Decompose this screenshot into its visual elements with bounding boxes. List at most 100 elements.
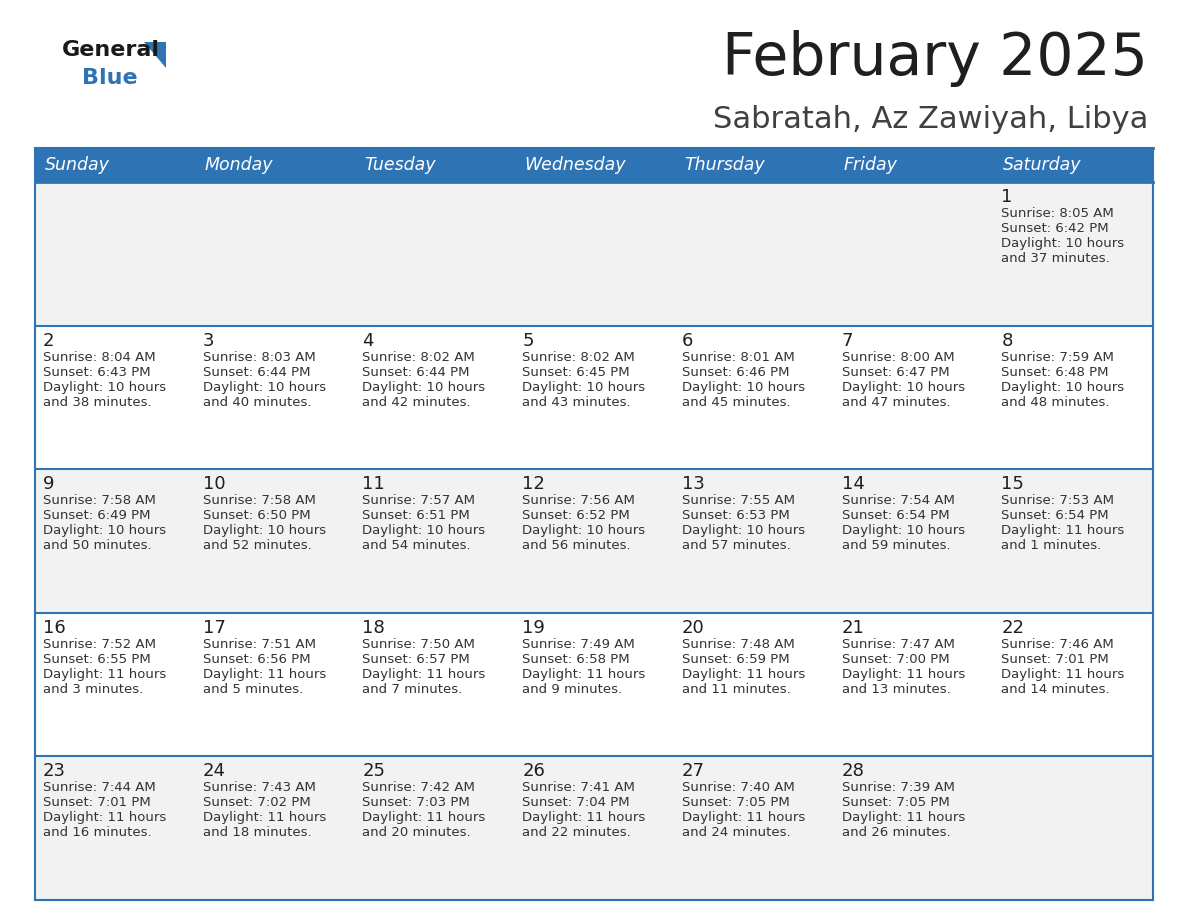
- Text: Sunset: 6:58 PM: Sunset: 6:58 PM: [523, 653, 630, 666]
- Text: and 54 minutes.: and 54 minutes.: [362, 539, 472, 553]
- Bar: [34, 148, 1154, 900]
- Text: Daylight: 10 hours: Daylight: 10 hours: [523, 524, 645, 537]
- Text: and 45 minutes.: and 45 minutes.: [682, 396, 790, 409]
- Bar: [993, 148, 1154, 182]
- Bar: [34, 148, 195, 182]
- Text: Sunset: 7:01 PM: Sunset: 7:01 PM: [43, 797, 151, 810]
- Text: Daylight: 11 hours: Daylight: 11 hours: [203, 812, 326, 824]
- Text: Monday: Monday: [204, 156, 273, 174]
- Text: Sunrise: 7:41 AM: Sunrise: 7:41 AM: [523, 781, 636, 794]
- Text: Sunrise: 8:05 AM: Sunrise: 8:05 AM: [1001, 207, 1114, 220]
- Bar: [514, 182, 674, 326]
- Text: Sunrise: 7:40 AM: Sunrise: 7:40 AM: [682, 781, 795, 794]
- Text: 17: 17: [203, 619, 226, 637]
- Bar: [195, 756, 354, 900]
- Bar: [195, 613, 354, 756]
- Bar: [34, 182, 195, 326]
- Bar: [514, 756, 674, 900]
- Text: 1: 1: [1001, 188, 1012, 206]
- Text: 22: 22: [1001, 619, 1024, 637]
- Bar: [34, 613, 195, 756]
- Text: and 5 minutes.: and 5 minutes.: [203, 683, 303, 696]
- Text: and 1 minutes.: and 1 minutes.: [1001, 539, 1101, 553]
- Text: General: General: [62, 40, 160, 60]
- Text: Daylight: 10 hours: Daylight: 10 hours: [841, 381, 965, 394]
- Text: 21: 21: [841, 619, 865, 637]
- Bar: [993, 326, 1154, 469]
- Text: Sunset: 7:05 PM: Sunset: 7:05 PM: [841, 797, 949, 810]
- Text: Sunrise: 8:03 AM: Sunrise: 8:03 AM: [203, 351, 316, 364]
- Text: Sunrise: 7:47 AM: Sunrise: 7:47 AM: [841, 638, 954, 651]
- Bar: [34, 756, 195, 900]
- Bar: [674, 182, 834, 326]
- Text: 20: 20: [682, 619, 704, 637]
- Text: 4: 4: [362, 331, 374, 350]
- Text: 9: 9: [43, 476, 55, 493]
- Text: Sunset: 6:44 PM: Sunset: 6:44 PM: [203, 365, 310, 378]
- Text: 26: 26: [523, 763, 545, 780]
- Text: 8: 8: [1001, 331, 1012, 350]
- Text: Sunset: 6:56 PM: Sunset: 6:56 PM: [203, 653, 310, 666]
- Text: and 48 minutes.: and 48 minutes.: [1001, 396, 1110, 409]
- Text: Friday: Friday: [843, 156, 897, 174]
- Text: Daylight: 10 hours: Daylight: 10 hours: [362, 524, 486, 537]
- Text: and 13 minutes.: and 13 minutes.: [841, 683, 950, 696]
- Text: Wednesday: Wednesday: [524, 156, 626, 174]
- Bar: [34, 469, 195, 613]
- Text: and 3 minutes.: and 3 minutes.: [43, 683, 144, 696]
- Text: Sunrise: 7:52 AM: Sunrise: 7:52 AM: [43, 638, 156, 651]
- Bar: [834, 326, 993, 469]
- Text: Daylight: 10 hours: Daylight: 10 hours: [203, 381, 326, 394]
- Text: Daylight: 11 hours: Daylight: 11 hours: [523, 812, 645, 824]
- Bar: [514, 613, 674, 756]
- Text: and 47 minutes.: and 47 minutes.: [841, 396, 950, 409]
- Text: Blue: Blue: [82, 68, 138, 88]
- Text: 7: 7: [841, 331, 853, 350]
- Bar: [993, 613, 1154, 756]
- Text: 3: 3: [203, 331, 214, 350]
- Text: Sunset: 6:54 PM: Sunset: 6:54 PM: [841, 509, 949, 522]
- Text: and 59 minutes.: and 59 minutes.: [841, 539, 950, 553]
- Text: Daylight: 11 hours: Daylight: 11 hours: [841, 812, 965, 824]
- Text: Daylight: 10 hours: Daylight: 10 hours: [43, 524, 166, 537]
- Text: and 57 minutes.: and 57 minutes.: [682, 539, 790, 553]
- Text: Sunset: 6:45 PM: Sunset: 6:45 PM: [523, 365, 630, 378]
- Text: Sunrise: 7:55 AM: Sunrise: 7:55 AM: [682, 494, 795, 508]
- Text: 2: 2: [43, 331, 55, 350]
- Text: Sunset: 7:01 PM: Sunset: 7:01 PM: [1001, 653, 1110, 666]
- Text: Sunrise: 8:02 AM: Sunrise: 8:02 AM: [362, 351, 475, 364]
- Text: 23: 23: [43, 763, 67, 780]
- Text: Sunrise: 7:56 AM: Sunrise: 7:56 AM: [523, 494, 636, 508]
- Text: and 16 minutes.: and 16 minutes.: [43, 826, 152, 839]
- Text: 18: 18: [362, 619, 385, 637]
- Bar: [674, 469, 834, 613]
- Text: Daylight: 10 hours: Daylight: 10 hours: [1001, 237, 1124, 250]
- Text: 6: 6: [682, 331, 694, 350]
- Text: Daylight: 11 hours: Daylight: 11 hours: [682, 667, 805, 681]
- Text: Sunset: 6:44 PM: Sunset: 6:44 PM: [362, 365, 470, 378]
- Bar: [354, 148, 514, 182]
- Text: 11: 11: [362, 476, 385, 493]
- Text: Daylight: 10 hours: Daylight: 10 hours: [1001, 381, 1124, 394]
- Bar: [674, 613, 834, 756]
- Bar: [354, 756, 514, 900]
- Text: 12: 12: [523, 476, 545, 493]
- Bar: [354, 182, 514, 326]
- Text: Sunrise: 7:58 AM: Sunrise: 7:58 AM: [203, 494, 316, 508]
- Bar: [834, 756, 993, 900]
- Bar: [834, 148, 993, 182]
- Bar: [195, 148, 354, 182]
- Text: 16: 16: [43, 619, 65, 637]
- Text: Sunset: 7:02 PM: Sunset: 7:02 PM: [203, 797, 310, 810]
- Text: 19: 19: [523, 619, 545, 637]
- Text: Daylight: 11 hours: Daylight: 11 hours: [362, 667, 486, 681]
- Text: Daylight: 10 hours: Daylight: 10 hours: [362, 381, 486, 394]
- Text: and 40 minutes.: and 40 minutes.: [203, 396, 311, 409]
- Text: 27: 27: [682, 763, 704, 780]
- Text: Daylight: 11 hours: Daylight: 11 hours: [43, 812, 166, 824]
- Text: Sunday: Sunday: [45, 156, 109, 174]
- Bar: [834, 182, 993, 326]
- Text: Sunset: 6:51 PM: Sunset: 6:51 PM: [362, 509, 470, 522]
- Text: Sunset: 6:46 PM: Sunset: 6:46 PM: [682, 365, 789, 378]
- Bar: [195, 469, 354, 613]
